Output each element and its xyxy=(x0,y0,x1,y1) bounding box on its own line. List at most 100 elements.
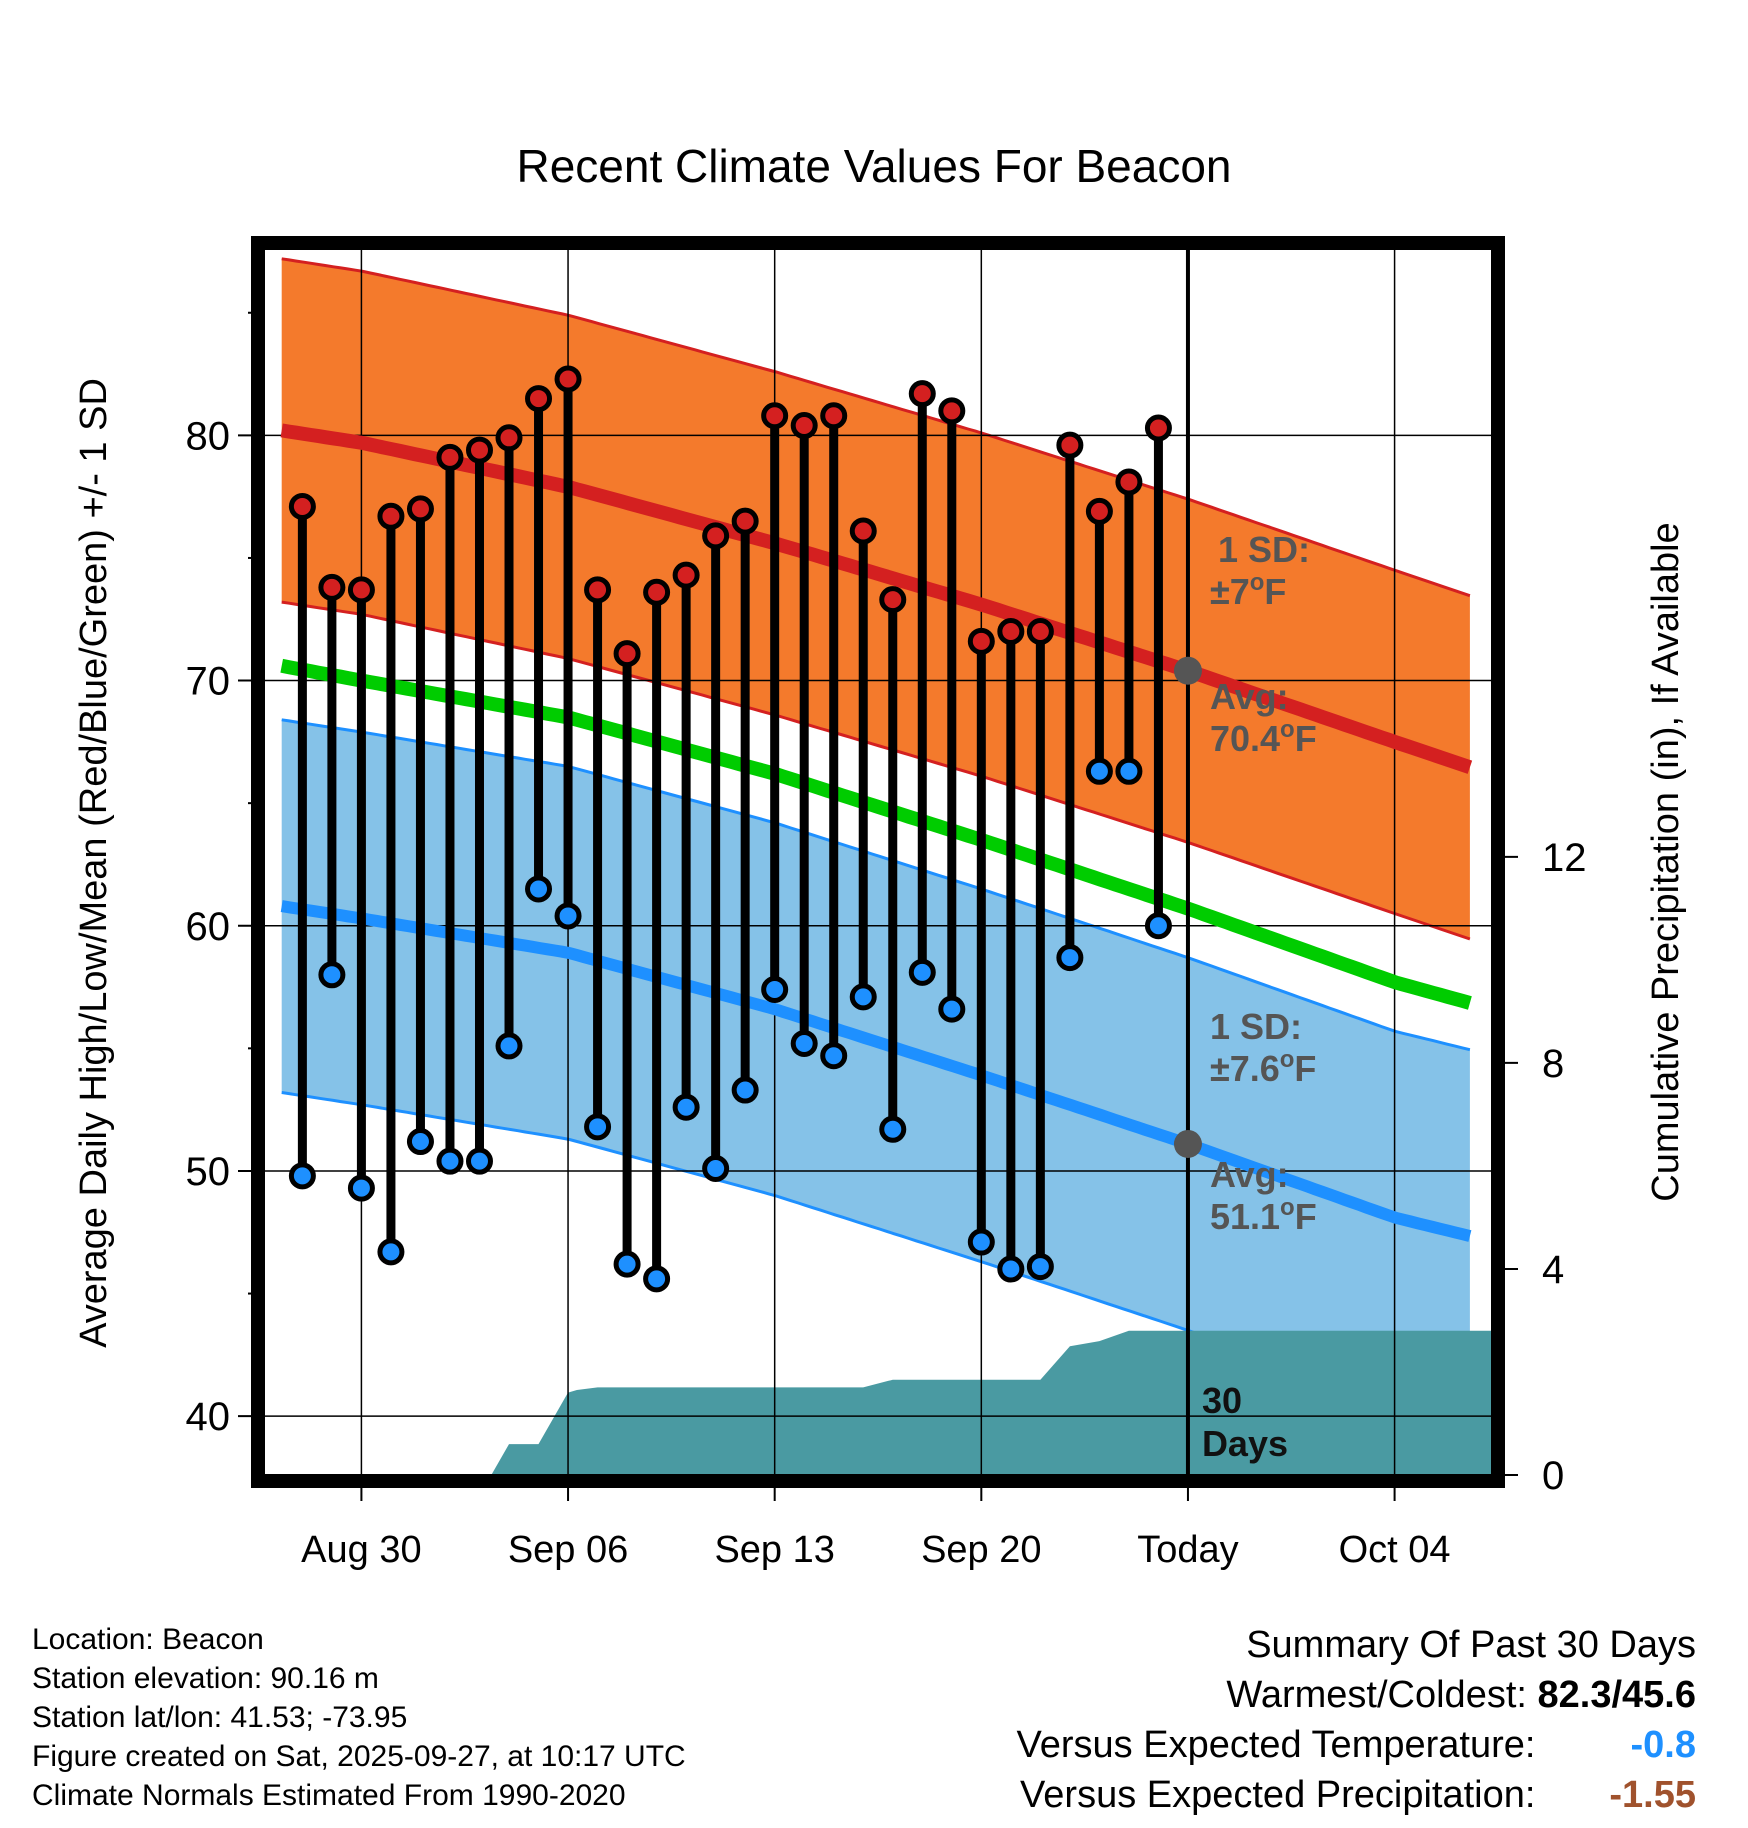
obs-low-point xyxy=(643,1265,671,1293)
obs-low-point xyxy=(1056,944,1084,972)
low-avg-value: 51.1oF xyxy=(1210,1194,1317,1237)
high-avg-label: Avg: xyxy=(1210,676,1289,717)
obs-high-point xyxy=(879,586,907,614)
obs-high-point xyxy=(938,397,966,425)
obs-low-point xyxy=(790,1029,818,1057)
obs-high-point xyxy=(1026,618,1054,646)
obs-high-point xyxy=(761,402,789,430)
high-sd-value: ±7oF xyxy=(1210,569,1286,612)
summary-temp-value: -0.8 xyxy=(1630,1724,1696,1766)
obs-low-point xyxy=(436,1147,464,1175)
summary-precip-value: -1.55 xyxy=(1609,1774,1696,1816)
y-tick-label: 50 xyxy=(186,1150,231,1194)
obs-high-point xyxy=(643,578,671,606)
summary-title: Summary Of Past 30 Days xyxy=(1246,1624,1696,1666)
summary-temp-row: Versus Expected Temperature: -0.8 xyxy=(1017,1720,1696,1770)
obs-low-point xyxy=(849,983,877,1011)
x-tick-label: Sep 20 xyxy=(921,1529,1041,1571)
low-sd-band xyxy=(281,719,1470,1423)
summary-temp-label: Versus Expected Temperature: xyxy=(1016,1724,1536,1766)
obs-low-point xyxy=(997,1255,1025,1283)
obs-high-point xyxy=(731,507,759,535)
summary-warmest-label: Warmest/Coldest: xyxy=(1226,1674,1527,1716)
obs-low-point xyxy=(377,1238,405,1266)
y-axis-label: Average Daily High/Low/Mean (Red/Blue/Gr… xyxy=(73,378,115,1348)
obs-high-point xyxy=(672,561,700,589)
y2-tick-label: 8 xyxy=(1542,1042,1564,1086)
obs-low-point xyxy=(613,1250,641,1278)
x-tick-label: Oct 04 xyxy=(1339,1529,1451,1571)
elevation-text: Station elevation: 90.16 m xyxy=(32,1662,379,1695)
obs-high-point xyxy=(997,618,1025,646)
x-tick-label: Aug 30 xyxy=(301,1529,421,1571)
station-info: Location: Beacon Station elevation: 90.1… xyxy=(32,1620,686,1815)
obs-low-point xyxy=(554,902,582,930)
normals-text: Climate Normals Estimated From 1990-2020 xyxy=(32,1779,626,1812)
obs-high-point xyxy=(288,492,316,520)
obs-low-point xyxy=(672,1093,700,1121)
obs-high-point xyxy=(495,424,523,452)
obs-high-point xyxy=(1056,431,1084,459)
x-tick-label: Sep 13 xyxy=(714,1529,834,1571)
obs-low-point xyxy=(406,1128,434,1156)
obs-low-point xyxy=(1085,757,1113,785)
obs-high-point xyxy=(820,402,848,430)
low-sd-label: 1 SD: xyxy=(1210,1006,1302,1047)
x-tick-label: Sep 06 xyxy=(508,1529,628,1571)
precip-area xyxy=(491,1330,1492,1475)
summary-precip-row: Versus Expected Precipitation: -1.55 xyxy=(1017,1770,1696,1820)
obs-high-point xyxy=(702,522,730,550)
obs-high-point xyxy=(465,436,493,464)
low-sd-value: ±7.6oF xyxy=(1210,1046,1316,1089)
obs-low-point xyxy=(879,1115,907,1143)
y2-tick-label: 0 xyxy=(1542,1454,1564,1498)
chart-title: Recent Climate Values For Beacon xyxy=(516,140,1231,192)
x-axis-label: Day xyxy=(840,1606,908,1610)
obs-high-point xyxy=(318,573,346,601)
obs-low-point xyxy=(288,1162,316,1190)
obs-low-point xyxy=(318,961,346,989)
obs-high-point xyxy=(347,576,375,604)
obs-high-point xyxy=(1115,468,1143,496)
y2-tick-label: 4 xyxy=(1542,1248,1564,1292)
summary-precip-label: Versus Expected Precipitation: xyxy=(1020,1774,1536,1816)
location-text: Location: Beacon xyxy=(32,1623,264,1656)
x-tick-label: Today xyxy=(1137,1529,1238,1571)
y2-tick-label: 12 xyxy=(1542,836,1587,880)
obs-low-point xyxy=(1144,912,1172,940)
high-avg-value: 70.4oF xyxy=(1210,716,1317,759)
y2-axis-label: Cumulative Precipitation (in), If Availa… xyxy=(1645,522,1687,1201)
obs-high-point xyxy=(613,640,641,668)
obs-low-point xyxy=(820,1042,848,1070)
y-tick-label: 70 xyxy=(186,660,231,704)
obs-high-point xyxy=(406,495,434,523)
y-tick-label: 80 xyxy=(186,414,231,458)
summary-warmest-row: Warmest/Coldest: 82.3/45.6 xyxy=(1017,1670,1696,1720)
low-avg-label: Avg: xyxy=(1210,1154,1289,1195)
today-high-avg-marker xyxy=(1173,656,1202,685)
latlon-text: Station lat/lon: 41.53; -73.95 xyxy=(32,1701,408,1734)
summary-panel: Summary Of Past 30 Days Warmest/Coldest:… xyxy=(1017,1620,1696,1820)
obs-low-point xyxy=(584,1113,612,1141)
obs-high-point xyxy=(908,380,936,408)
obs-low-point xyxy=(1115,757,1143,785)
high-sd-label: 1 SD: xyxy=(1218,529,1310,570)
obs-high-point xyxy=(554,365,582,393)
y-tick-label: 40 xyxy=(186,1395,231,1439)
obs-low-point xyxy=(495,1032,523,1060)
obs-low-point xyxy=(938,995,966,1023)
obs-low-point xyxy=(702,1155,730,1182)
obs-low-point xyxy=(967,1228,995,1256)
obs-low-point xyxy=(908,958,936,986)
obs-low-point xyxy=(761,976,789,1004)
precip-label-count: 30 xyxy=(1202,1380,1242,1421)
precip-label-days: Days xyxy=(1202,1423,1288,1464)
obs-low-point xyxy=(347,1174,375,1202)
obs-high-point xyxy=(436,443,464,471)
obs-low-point xyxy=(465,1147,493,1175)
obs-high-point xyxy=(1144,414,1172,442)
y-tick-label: 60 xyxy=(186,905,231,949)
obs-low-point xyxy=(731,1076,759,1104)
